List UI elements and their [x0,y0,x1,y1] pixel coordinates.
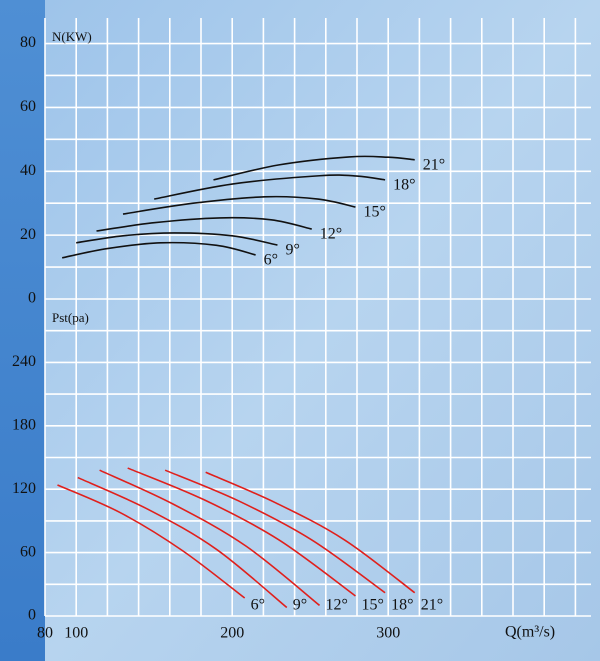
curve-label: 6° [264,252,278,269]
y-tick-label: 40 [20,162,36,179]
y-axis-label: Pst(pa) [52,310,89,325]
curve [57,484,246,599]
x-tick-label: 80 [37,625,53,642]
curve [164,469,386,594]
curve [213,155,415,181]
curve [99,469,321,607]
y-tick-label: 0 [28,607,36,624]
curve [77,476,288,609]
curve [61,241,256,259]
y-tick-label: 80 [20,34,36,51]
y-axis-label: N(KW) [52,29,92,44]
curve-label: 15° [361,597,383,614]
y-tick-label: 60 [20,98,36,115]
curve-label: 9° [285,242,299,259]
y-tick-label: 20 [20,226,36,243]
curve-label: 12° [320,226,342,243]
curve [154,174,386,200]
curve [76,232,278,246]
curve [205,471,416,594]
y-tick-label: 0 [28,290,36,307]
curve-label: 21° [421,597,443,614]
x-tick-label: 100 [64,625,88,642]
x-tick-label: 200 [220,625,244,642]
curve-label: 18° [393,177,415,194]
curve-label: 9° [293,597,307,614]
y-tick-label: 60 [20,543,36,560]
curve-label: 6° [251,597,265,614]
x-axis-label: Q(m³/s) [505,624,555,641]
curve-label: 15° [363,204,385,221]
curve [122,195,356,215]
curve-label: 12° [326,597,348,614]
grid: 0 20 40 60 80 N(KW) 0 60 120 180 240 80 100 200 300 Pst… [12,18,591,642]
y-tick-label: 240 [12,353,36,370]
curve-label: 18° [391,597,413,614]
curve [96,216,312,232]
curve [127,467,356,597]
y-tick-label: 120 [12,480,36,497]
marks: 6° 9° 12° 15° 18° 21° 6° 9° 12° 15° 18° 21° [57,155,445,614]
y-tick-label: 180 [12,416,36,433]
x-tick-label: 300 [376,625,400,642]
curve-label: 21° [423,156,445,173]
